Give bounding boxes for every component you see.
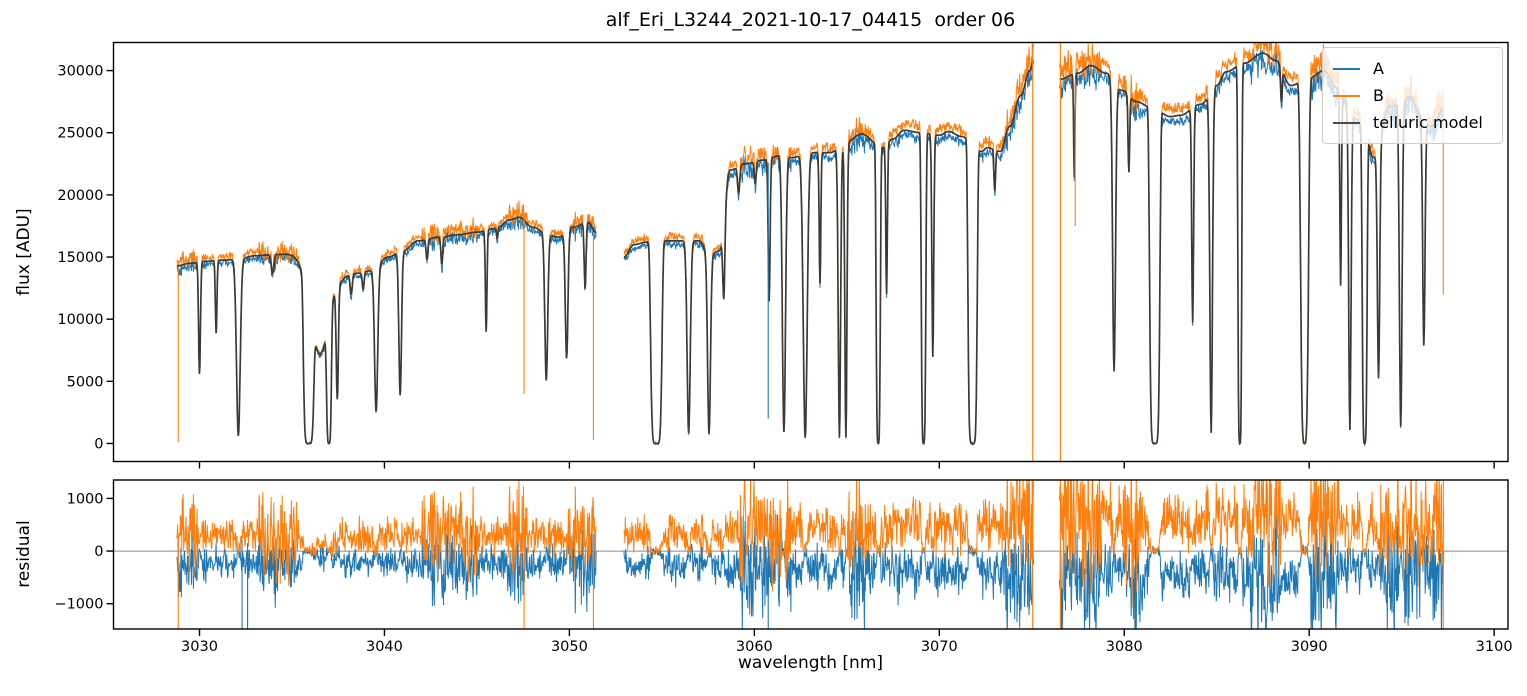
svg-text:3080: 3080 xyxy=(1106,639,1143,655)
svg-text:3060: 3060 xyxy=(736,639,773,655)
svg-text:1000: 1000 xyxy=(67,491,104,507)
svg-text:3040: 3040 xyxy=(366,639,403,655)
svg-text:0: 0 xyxy=(94,544,103,560)
legend-item-a: A xyxy=(1333,55,1492,82)
svg-text:3100: 3100 xyxy=(1476,639,1513,655)
legend-line-a xyxy=(1333,67,1360,70)
svg-text:15000: 15000 xyxy=(57,250,103,266)
residual-axis-label: residual xyxy=(14,520,34,588)
svg-text:10000: 10000 xyxy=(57,312,103,328)
legend-line-b xyxy=(1333,94,1360,97)
wavelength-axis-label: wavelength [nm] xyxy=(737,653,884,673)
svg-text:3090: 3090 xyxy=(1291,639,1328,655)
flux-axis-label: flux [ADU] xyxy=(14,208,34,296)
svg-text:5000: 5000 xyxy=(67,374,104,390)
svg-text:3030: 3030 xyxy=(181,639,218,655)
legend-label-b: B xyxy=(1373,85,1384,105)
svg-text:20000: 20000 xyxy=(57,188,103,204)
legend: A B telluric model xyxy=(1322,47,1503,144)
svg-text:−1000: −1000 xyxy=(54,597,103,613)
legend-item-telluric-model: telluric model xyxy=(1333,109,1492,136)
svg-text:30000: 30000 xyxy=(57,64,103,80)
svg-text:0: 0 xyxy=(94,436,103,452)
legend-label-a: A xyxy=(1373,58,1384,78)
legend-item-b: B xyxy=(1333,82,1492,109)
svg-text:25000: 25000 xyxy=(57,126,103,142)
svg-text:3070: 3070 xyxy=(921,639,958,655)
plot-title: alf_Eri_L3244_2021-10-17_04415 order 06 xyxy=(605,9,1016,31)
legend-label-telluric-model: telluric model xyxy=(1373,112,1483,132)
legend-line-telluric-model xyxy=(1333,121,1360,124)
svg-text:3050: 3050 xyxy=(551,639,588,655)
